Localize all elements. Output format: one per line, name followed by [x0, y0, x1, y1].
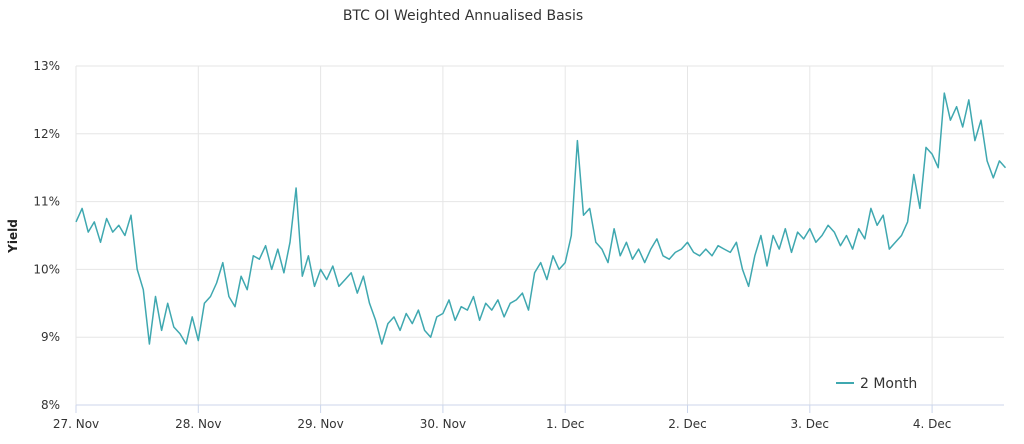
y-tick-label: 10%: [33, 262, 60, 276]
x-tick-label: 1. Dec: [546, 417, 584, 431]
grid: [75, 65, 1004, 406]
series-line-2-month[interactable]: [75, 92, 1007, 345]
x-tick-label: 2. Dec: [668, 417, 706, 431]
x-axis-ticks: 27. Nov 28. Nov 29. Nov 30. Nov 1. Dec 2. Dec…: [53, 404, 1004, 431]
legend-label: 2 Month: [860, 376, 917, 392]
y-tick-label: 13%: [33, 59, 60, 73]
legend[interactable]: 2 Month: [836, 376, 917, 392]
y-tick-label: 9%: [41, 330, 60, 344]
x-tick-label: 30. Nov: [420, 417, 466, 431]
x-tick-label: 29. Nov: [297, 417, 343, 431]
x-tick-label: 4. Dec: [913, 417, 951, 431]
y-axis-ticks: 8% 9% 10% 11% 12% 13%: [33, 59, 60, 412]
chart-title: BTC OI Weighted Annualised Basis: [343, 8, 583, 24]
y-axis-label: Yield: [6, 219, 20, 254]
x-tick-label: 27. Nov: [53, 417, 99, 431]
series-layer: [75, 92, 1007, 345]
y-tick-label: 11%: [33, 195, 60, 209]
x-tick-label: 28. Nov: [175, 417, 221, 431]
x-tick-label: 3. Dec: [791, 417, 829, 431]
y-tick-label: 12%: [33, 127, 60, 141]
y-tick-label: 8%: [41, 398, 60, 412]
